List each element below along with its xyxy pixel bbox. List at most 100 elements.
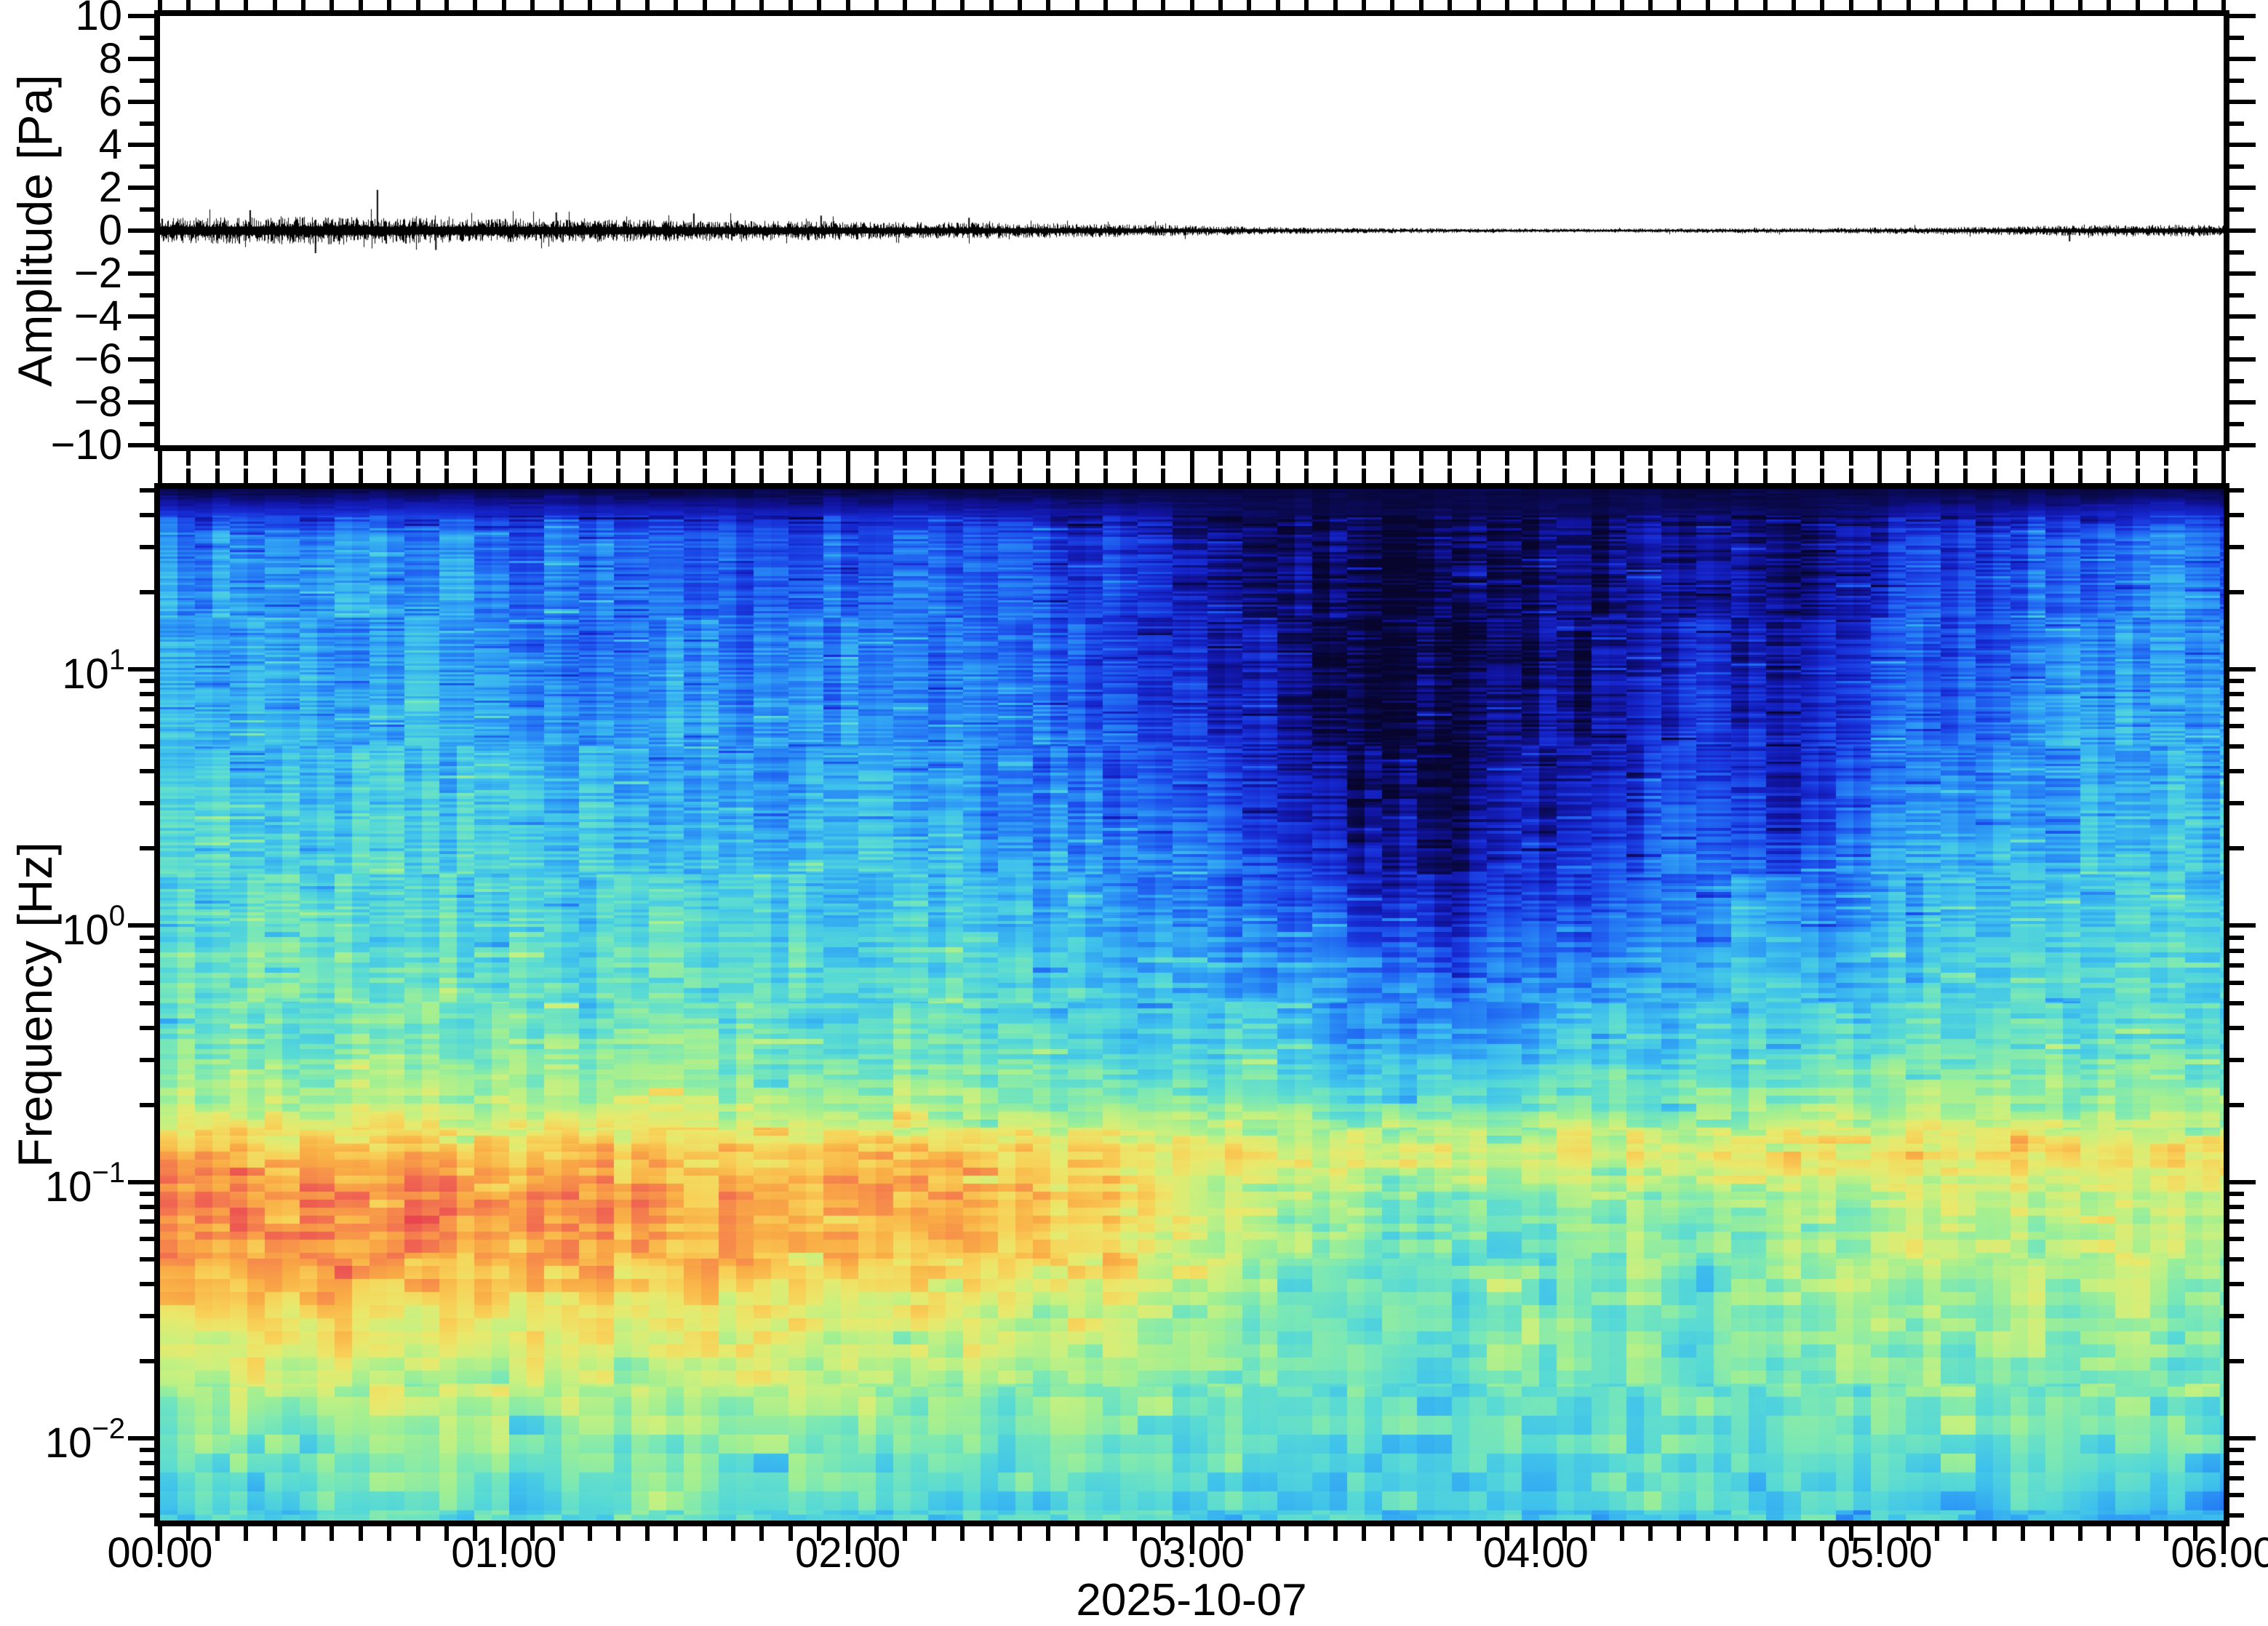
- tick-mark: [2229, 1219, 2244, 1224]
- tick-mark: [2229, 1237, 2244, 1242]
- tick-mark: [1418, 451, 1424, 466]
- tick-mark: [2229, 1461, 2244, 1466]
- amplitude-tick-label: −4: [73, 292, 122, 340]
- tick-mark: [128, 314, 154, 319]
- tick-mark: [1476, 0, 1481, 10]
- tick-mark: [2049, 1526, 2054, 1541]
- tick-mark: [140, 1282, 154, 1287]
- tick-mark: [501, 1526, 506, 1554]
- tick-mark: [1934, 451, 1939, 466]
- tick-mark: [644, 469, 650, 483]
- tick-mark: [244, 469, 249, 483]
- tick-mark: [731, 0, 736, 10]
- tick-mark: [501, 0, 506, 10]
- tick-mark: [2229, 706, 2244, 712]
- tick-mark: [272, 469, 277, 483]
- tick-mark: [444, 1526, 450, 1541]
- tick-mark: [2229, 164, 2244, 169]
- tick-mark: [140, 292, 154, 298]
- tick-mark: [1992, 451, 1997, 466]
- tick-mark: [1705, 451, 1710, 466]
- tick-mark: [903, 469, 908, 483]
- tick-mark: [530, 469, 535, 483]
- tick-mark: [186, 469, 191, 483]
- tick-mark: [1734, 451, 1739, 466]
- tick-mark: [1074, 469, 1079, 483]
- tick-mark: [1247, 469, 1252, 483]
- tick-mark: [1848, 469, 1853, 483]
- tick-mark: [1074, 0, 1079, 10]
- tick-mark: [215, 469, 220, 483]
- tick-mark: [140, 744, 154, 749]
- tick-mark: [140, 1219, 154, 1224]
- tick-mark: [1046, 0, 1051, 10]
- tick-mark: [960, 469, 965, 483]
- time-tick-label: 01:00: [451, 1529, 557, 1577]
- tick-mark: [1677, 0, 1682, 10]
- tick-mark: [931, 451, 936, 466]
- tick-mark: [702, 451, 707, 466]
- tick-mark: [444, 469, 450, 483]
- tick-mark: [1275, 0, 1280, 10]
- tick-mark: [140, 78, 154, 83]
- tick-mark: [2229, 1191, 2244, 1196]
- tick-mark: [140, 487, 154, 493]
- tick-mark: [2077, 451, 2083, 466]
- tick-mark: [731, 469, 736, 483]
- tick-mark: [1304, 469, 1309, 483]
- amplitude-tick-label: −2: [73, 250, 122, 297]
- tick-mark: [2229, 1359, 2244, 1364]
- tick-mark: [330, 451, 335, 466]
- tick-mark: [473, 469, 478, 483]
- tick-mark: [2221, 0, 2226, 10]
- tick-mark: [2229, 679, 2244, 684]
- tick-mark: [330, 469, 335, 483]
- tick-mark: [616, 469, 621, 483]
- tick-mark: [788, 451, 793, 466]
- tick-mark: [415, 469, 420, 483]
- tick-mark: [817, 1526, 822, 1541]
- tick-mark: [415, 1526, 420, 1541]
- time-tick-label: 00:00: [107, 1529, 213, 1577]
- tick-mark: [1018, 469, 1023, 483]
- tick-mark: [140, 692, 154, 697]
- tick-mark: [140, 544, 154, 549]
- tick-mark: [128, 667, 154, 672]
- tick-mark: [845, 1526, 850, 1554]
- tick-mark: [2229, 378, 2244, 383]
- tick-mark: [1275, 1526, 1280, 1541]
- tick-mark: [1619, 469, 1624, 483]
- tick-mark: [1677, 1526, 1682, 1541]
- tick-mark: [2229, 143, 2256, 147]
- tick-mark: [1848, 1526, 1853, 1541]
- tick-mark: [128, 100, 154, 104]
- tick-mark: [1504, 451, 1509, 466]
- tick-mark: [845, 0, 850, 10]
- tick-mark: [1018, 0, 1023, 10]
- amplitude-tick-label: 6: [98, 78, 122, 125]
- tick-mark: [1791, 469, 1796, 483]
- tick-mark: [2229, 1436, 2256, 1441]
- tick-mark: [473, 451, 478, 466]
- tick-mark: [1161, 451, 1166, 466]
- tick-mark: [1189, 455, 1194, 483]
- tick-mark: [874, 1526, 879, 1541]
- tick-mark: [140, 963, 154, 968]
- tick-mark: [140, 1461, 154, 1466]
- tick-mark: [2229, 980, 2244, 985]
- tick-mark: [1791, 1526, 1796, 1541]
- tick-mark: [616, 451, 621, 466]
- tick-mark: [301, 469, 306, 483]
- amplitude-tick-label: 4: [98, 121, 122, 168]
- tick-mark: [2229, 692, 2244, 697]
- tick-mark: [140, 35, 154, 40]
- tick-mark: [1218, 1526, 1223, 1541]
- tick-mark: [616, 1526, 621, 1541]
- tick-mark: [2164, 469, 2169, 483]
- tick-mark: [140, 1191, 154, 1196]
- tick-mark: [2229, 487, 2244, 493]
- tick-mark: [358, 451, 363, 466]
- tick-mark: [358, 0, 363, 10]
- tick-mark: [1132, 0, 1137, 10]
- frequency-tick-label: 101: [62, 643, 125, 698]
